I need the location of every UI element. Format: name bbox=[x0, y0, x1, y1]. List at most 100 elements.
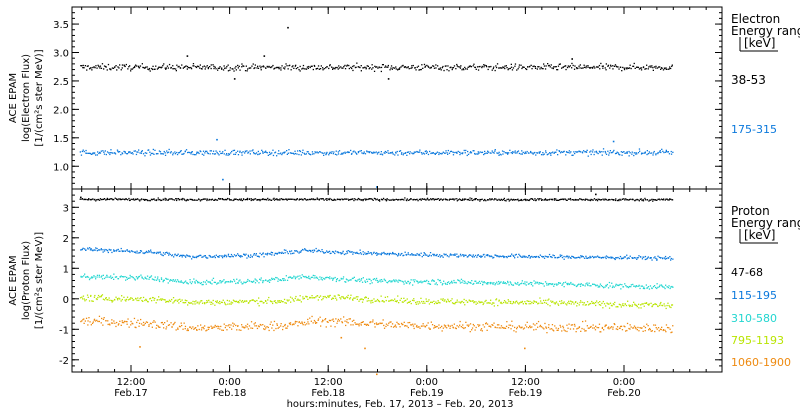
data-point bbox=[605, 305, 607, 307]
data-point bbox=[103, 198, 106, 200]
data-point bbox=[670, 67, 672, 70]
data-point bbox=[329, 65, 331, 67]
data-point bbox=[651, 152, 653, 154]
data-point bbox=[559, 282, 562, 284]
data-point bbox=[151, 300, 153, 302]
data-point bbox=[205, 257, 208, 259]
data-point bbox=[593, 65, 595, 68]
data-point bbox=[423, 63, 426, 66]
data-point bbox=[366, 253, 369, 255]
data-point bbox=[545, 150, 547, 152]
data-point bbox=[215, 325, 217, 328]
data-point bbox=[623, 256, 626, 258]
data-point bbox=[628, 155, 630, 157]
data-point bbox=[371, 151, 373, 154]
data-point bbox=[503, 197, 505, 200]
data-point bbox=[216, 151, 218, 154]
data-point bbox=[465, 149, 467, 152]
data-point bbox=[364, 66, 366, 68]
data-point bbox=[641, 152, 643, 154]
data-point bbox=[423, 325, 425, 327]
series-795-1193 bbox=[79, 294, 674, 310]
data-point bbox=[509, 302, 512, 304]
data-point bbox=[234, 67, 236, 69]
data-point bbox=[281, 301, 283, 303]
data-point bbox=[637, 257, 639, 259]
data-point bbox=[335, 66, 337, 69]
data-point bbox=[285, 275, 287, 277]
data-point bbox=[187, 199, 190, 201]
data-point bbox=[571, 324, 574, 326]
data-point bbox=[478, 325, 480, 327]
data-point bbox=[365, 323, 367, 325]
data-point bbox=[222, 255, 224, 257]
data-point bbox=[495, 282, 497, 285]
data-point bbox=[191, 151, 193, 153]
data-point bbox=[558, 256, 560, 258]
data-point bbox=[144, 322, 146, 325]
data-point bbox=[268, 65, 270, 68]
data-point bbox=[350, 66, 352, 69]
data-point bbox=[470, 254, 472, 256]
data-point bbox=[645, 302, 648, 304]
data-point bbox=[573, 323, 576, 326]
data-point bbox=[573, 303, 575, 305]
data-point bbox=[394, 280, 396, 283]
data-point bbox=[403, 199, 405, 201]
data-point bbox=[576, 257, 578, 259]
data-point bbox=[516, 300, 518, 302]
data-point bbox=[441, 255, 443, 257]
data-point bbox=[616, 257, 618, 259]
data-point bbox=[564, 281, 567, 283]
data-point bbox=[555, 301, 558, 303]
data-point bbox=[498, 327, 500, 329]
data-point bbox=[590, 153, 592, 156]
data-point bbox=[280, 300, 282, 302]
data-point bbox=[422, 152, 425, 154]
data-point bbox=[622, 257, 625, 259]
data-point bbox=[553, 285, 555, 287]
data-point bbox=[110, 69, 112, 71]
data-point bbox=[641, 285, 643, 287]
data-point bbox=[525, 198, 527, 201]
data-point bbox=[474, 153, 476, 155]
data-point bbox=[233, 70, 235, 72]
data-point bbox=[192, 326, 194, 328]
data-point bbox=[268, 296, 270, 299]
data-point bbox=[113, 320, 115, 322]
data-point bbox=[479, 200, 481, 202]
data-point bbox=[123, 65, 126, 67]
data-point bbox=[277, 300, 279, 302]
data-point bbox=[603, 287, 605, 289]
data-point bbox=[126, 249, 128, 251]
data-point bbox=[170, 322, 172, 324]
data-point bbox=[150, 249, 152, 251]
data-point bbox=[580, 300, 582, 302]
data-point bbox=[517, 198, 519, 200]
data-point bbox=[130, 68, 132, 70]
data-point bbox=[672, 286, 674, 288]
data-point bbox=[89, 198, 91, 201]
data-point bbox=[537, 198, 539, 200]
data-point bbox=[281, 198, 283, 200]
data-point bbox=[232, 149, 234, 152]
data-point bbox=[118, 297, 120, 299]
data-point bbox=[366, 323, 369, 326]
data-point bbox=[237, 325, 239, 327]
data-point bbox=[189, 281, 191, 283]
data-point bbox=[376, 298, 379, 301]
data-point bbox=[375, 66, 377, 68]
data-point bbox=[288, 322, 291, 324]
data-point bbox=[388, 254, 390, 256]
data-point bbox=[431, 280, 433, 282]
data-point bbox=[82, 247, 84, 249]
data-point bbox=[667, 68, 669, 70]
data-point bbox=[395, 151, 397, 153]
data-point bbox=[336, 322, 338, 324]
data-point bbox=[206, 199, 208, 202]
data-point bbox=[327, 321, 329, 323]
data-point bbox=[545, 327, 548, 329]
data-point bbox=[431, 198, 434, 200]
data-point bbox=[134, 65, 136, 68]
data-point bbox=[146, 152, 148, 154]
